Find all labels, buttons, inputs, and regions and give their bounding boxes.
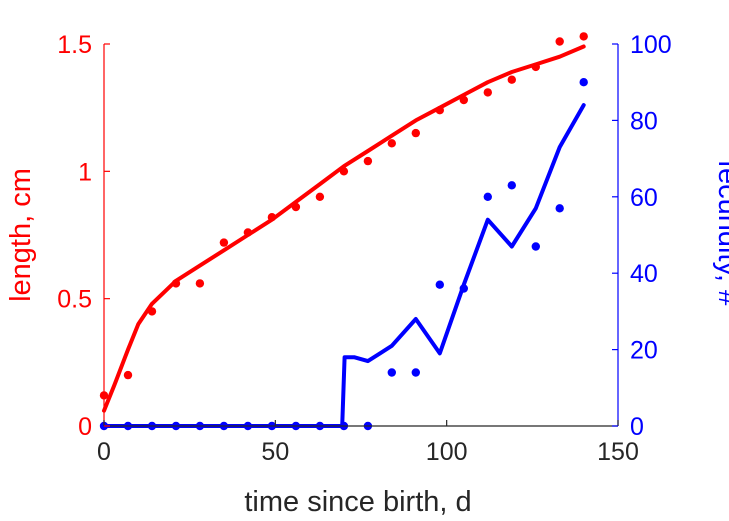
fecundity-data-point xyxy=(459,284,468,293)
length-data-point xyxy=(579,32,588,41)
y-right-tick-label: 80 xyxy=(630,107,658,135)
x-tick-label: 50 xyxy=(261,438,289,466)
y-left-tick-label: 1.5 xyxy=(57,31,92,59)
y-right-tick-label: 60 xyxy=(630,184,658,212)
fecundity-data-point xyxy=(483,192,492,201)
length-data-point xyxy=(219,238,229,247)
y-axis-right-title: fecundity, # xyxy=(712,160,729,306)
x-tick-label: 100 xyxy=(426,438,468,466)
length-fit-line xyxy=(102,44,586,413)
length-data-point xyxy=(363,156,373,166)
length-data-point xyxy=(483,88,492,97)
fecundity-data-point xyxy=(531,242,540,251)
fecundity-data-point xyxy=(507,181,516,190)
x-tick-label: 150 xyxy=(597,438,639,466)
y-right-tick-label: 100 xyxy=(630,31,672,59)
length-data-point xyxy=(387,139,396,148)
fecundity-data-point xyxy=(435,280,444,289)
length-data-point xyxy=(435,106,444,115)
length-data-point xyxy=(339,167,349,176)
y-left-tick-label: 1 xyxy=(78,158,92,186)
length-data-point xyxy=(123,370,133,380)
y-axis-left-title: length, cm xyxy=(5,168,37,302)
length-data-point xyxy=(291,202,301,212)
y-left-tick-label: 0 xyxy=(78,413,92,441)
fecundity-data-point xyxy=(579,78,588,87)
fecundity-data-point xyxy=(387,368,396,377)
fecundity-fit-line xyxy=(102,103,586,428)
length-data-point xyxy=(171,279,181,288)
length-data-point xyxy=(459,95,468,105)
length-data-point xyxy=(195,279,205,288)
length-data-point xyxy=(411,128,420,138)
length-data-point xyxy=(267,213,277,222)
length-data-point xyxy=(531,62,540,72)
length-data-point xyxy=(507,75,516,84)
y-right-tick-label: 20 xyxy=(630,337,658,365)
y-left-tick-label: 0.5 xyxy=(57,286,92,314)
fecundity-data-point xyxy=(411,368,420,377)
y-right-tick-label: 40 xyxy=(630,260,658,288)
length-data-point xyxy=(555,37,564,46)
y-right-tick-label: 0 xyxy=(630,413,644,441)
plot-area xyxy=(99,32,588,431)
x-axis-title: time since birth, d xyxy=(244,486,471,518)
fecundity-data-point xyxy=(555,204,564,213)
length-data-point xyxy=(243,228,253,237)
length-data-point xyxy=(315,192,325,201)
x-tick-label: 0 xyxy=(97,438,111,466)
length-data-point xyxy=(147,307,157,316)
